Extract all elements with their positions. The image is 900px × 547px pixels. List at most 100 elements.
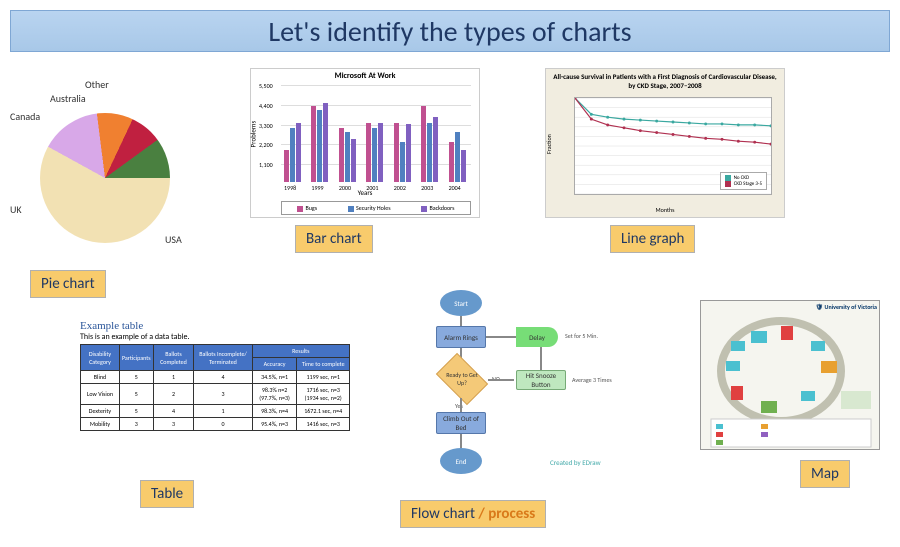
label-pie-chart: Pie chart [30,270,106,298]
table-header: Time to complete [297,358,350,371]
table-cell: 3 [194,384,252,405]
table-cell: Blind [81,371,120,384]
bar-ytick: 3,300 [259,122,273,130]
table-cell: 1 [153,371,194,384]
bar-chart-legend: BugsSecurity HolesBackdoors [281,201,471,215]
table-cell: 5 [119,405,153,418]
bar [400,142,405,182]
flow-credit: Created by EDraw [550,458,601,467]
bar [461,150,466,182]
flow-start: Start [440,290,482,316]
flow-arrow [460,398,462,412]
pie-slice-label-other: Other [85,78,109,91]
table-cell: 4 [153,405,194,418]
pie-slice-label-uk: UK [10,203,22,216]
table-cell: 1199 sec, n=1 [297,371,350,384]
flow-delay: Delay [516,327,558,347]
flow-arrow [488,379,514,381]
pie-slice-label-canada: Canada [10,110,40,123]
flow-snooze-note: Average 3 Times [572,376,612,384]
table-header-group: Results [252,345,349,358]
table-cell: 98.3% n=2 (97.7%, n=3) [252,384,297,405]
bar [394,123,399,182]
table-header: Participants [119,345,153,371]
table-cell: 3 [153,418,194,431]
bar [290,128,295,182]
bar [351,139,356,182]
bar-ytick: 2,200 [259,141,273,149]
label-line-graph: Line graph [610,225,695,253]
label-flow-text: Flow chart [411,505,475,523]
bar [345,132,350,182]
table-title: Example table [80,320,350,332]
table-row: Dexterity54198.3%, n=41672.1 sec, n=4 [81,405,350,418]
bar-ytick: 1,100 [259,161,273,169]
line-chart-legend: No CKD CKD Stage 3-5 [720,172,767,190]
table-header: Ballots Incomplete/ Terminated [194,345,252,371]
flowchart: Start Alarm Rings Delay Set for 5 Min. R… [400,290,660,500]
table-header: Disability Category [81,345,120,371]
bar-chart-plot: 1,1002,2003,3004,4005,500199819992000200… [281,85,471,182]
flow-decision: Ready to Get Up? [436,353,488,405]
line-chart-plot: No CKD CKD Stage 3-5 [574,97,772,195]
flow-arrow [540,347,542,370]
data-table: Example table This is an example of a da… [80,320,350,431]
bar [296,123,301,182]
table-subtitle: This is an example of a data table. [80,332,350,342]
table-cell: 1416 sec, n=3 [297,418,350,431]
table-cell: Low Vision [81,384,120,405]
bar-ytick: 4,400 [259,102,273,110]
page-title: Let's identify the types of charts [268,14,631,49]
table-cell: 95.4%, n=3 [252,418,297,431]
bar [421,106,426,182]
bar-legend-item: Backdoors [421,204,454,212]
map-graphic [701,301,880,450]
bar [317,110,322,182]
table-cell: 1672.1 sec, n=4 [297,405,350,418]
pie-slice-label-australia: Australia [50,92,86,105]
bar [366,123,371,182]
map-logo-text: 🛡 University of Victoria [816,303,877,311]
flow-snooze: Hit Snooze Button [516,370,566,390]
pie-graphic [40,113,170,243]
pie-slice-label-usa: USA [165,233,182,246]
flow-arrow [486,336,516,338]
flow-arrow [460,434,462,448]
bar [406,124,411,182]
table-element: Disability CategoryParticipantsBallots C… [80,344,350,431]
table-cell: 5 [119,384,153,405]
label-table: Table [140,480,194,508]
line-chart: All-cause Survival in Patients with a Fi… [545,68,785,218]
table-cell: 1716 sec, n=3 (1934 sec, n=2) [297,384,350,405]
bar [455,132,460,182]
bar-ytick: 5,500 [259,82,273,90]
table-cell: 98.3%, n=4 [252,405,297,418]
table-row: Blind51434.5%, n=11199 sec, n=1 [81,371,350,384]
table-cell: Dexterity [81,405,120,418]
table-cell: 4 [194,371,252,384]
label-bar-chart: Bar chart [295,225,373,253]
pie-chart: USA UK Canada Australia Other [10,78,220,253]
line-chart-title: All-cause Survival in Patients with a Fi… [546,69,784,93]
bar-chart-title: Microsoft At Work [251,69,479,83]
bar [372,128,377,182]
bar [449,142,454,182]
table-cell: 0 [194,418,252,431]
label-flow-process: / process [475,505,535,523]
table-header: Ballots Completed [153,345,194,371]
table-row: Low Vision52398.3% n=2 (97.7%, n=3)1716 … [81,384,350,405]
bar-legend-item: Bugs [297,204,317,212]
bar-chart-xlabel: Years [251,188,479,197]
campus-map: 🛡 University of Victoria [700,300,880,450]
bar-chart: Microsoft At Work Problems 1,1002,2003,3… [250,68,480,218]
title-banner: Let's identify the types of charts [10,10,890,52]
table-cell: 2 [153,384,194,405]
line-chart-ylabel: Fraction [545,135,553,155]
bar [427,123,432,182]
flow-alarm: Alarm Rings [436,326,486,348]
bar [378,123,383,182]
flow-end: End [440,448,482,474]
line-legend-item: CKD Stage 3-5 [725,181,762,187]
bar [323,103,328,182]
line-chart-xlabel: Months [546,206,784,214]
